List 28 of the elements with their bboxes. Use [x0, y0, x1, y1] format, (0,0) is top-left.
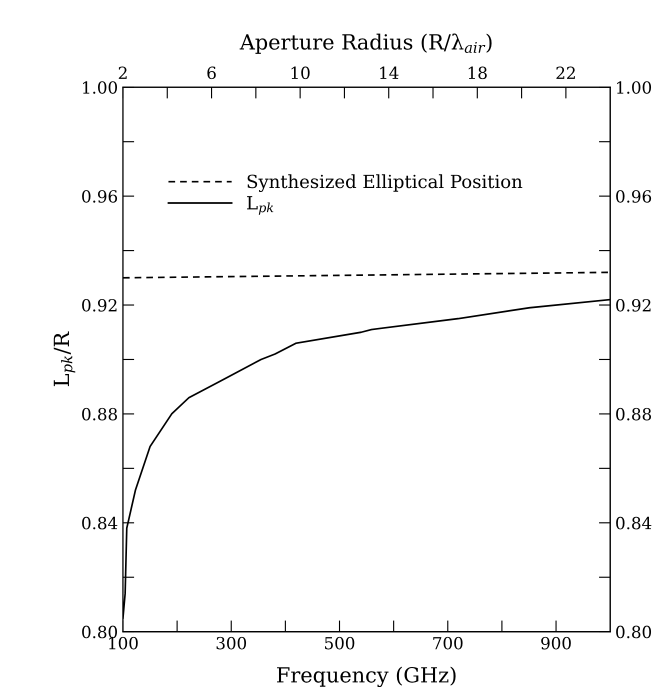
- legend-label: Synthesized Elliptical Position: [248, 174, 522, 192]
- x2-tick-label: 18: [468, 66, 487, 80]
- y2-tick-label: 0.84: [616, 516, 652, 530]
- legend-label: L$_{pk}$: [247, 196, 274, 215]
- y-axis-title: L$_{pk}$/R: [54, 331, 76, 386]
- y-tick-label: 1.00: [83, 81, 118, 94]
- y-tick-label: 0.92: [82, 298, 116, 312]
- y-tick-label: 0.84: [82, 516, 118, 530]
- x2-tick-label: 14: [380, 66, 398, 79]
- x-tick-label: 300: [216, 636, 246, 650]
- y2-tick-label: 0.96: [616, 190, 652, 203]
- x-tick-label: 700: [433, 636, 463, 650]
- y-tick-label: 0.96: [82, 190, 118, 203]
- x-tick-label: 100: [109, 636, 138, 650]
- x2-tick-label: 6: [207, 66, 216, 80]
- y2-tick-label: 0.80: [616, 626, 652, 638]
- y-tick-label: 0.80: [82, 626, 118, 638]
- x-tick-label: 500: [325, 636, 354, 650]
- x2-axis-title: Aperture Radius (R/λ$_{air}$): [240, 34, 492, 54]
- y2-tick-label: 0.92: [616, 298, 651, 312]
- x-axis-title: Frequency (GHz): [277, 666, 456, 688]
- y2-tick-label: 1.00: [617, 81, 652, 94]
- y-tick-label: 0.88: [82, 408, 117, 420]
- y2-tick-label: 0.88: [616, 408, 652, 420]
- x2-tick-label: 22: [556, 66, 575, 79]
- x2-tick-label: 10: [292, 66, 310, 80]
- x-tick-label: 900: [541, 636, 571, 650]
- x2-tick-label: 2: [118, 66, 127, 79]
